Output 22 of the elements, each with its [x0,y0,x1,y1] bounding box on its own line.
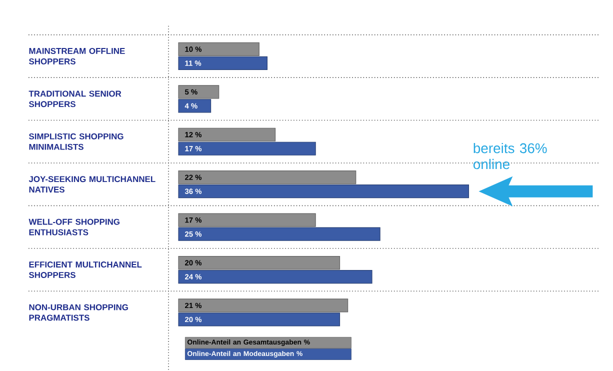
y-tick-label: JOY-SEEKING MULTICHANNEL NATIVES [28,176,156,193]
bar [178,56,268,70]
bar [178,128,276,142]
bar [178,42,260,56]
y-tick-label: WELL-OFF SHOPPING ENTHUSIASTS [28,218,120,236]
annotation: bereits 36% online [473,142,547,170]
y-tick-label: TRADITIONAL SENIOR SHOPPERS [28,90,122,108]
bar [178,142,316,156]
bar [178,99,212,113]
bar [178,227,380,241]
bar [178,298,348,312]
y-tick-label: MAINSTREAM OFFLINE SHOPPERS [28,48,125,64]
y-tick-label: SIMPLISTIC SHOPPING MINIMALISTS [28,133,124,150]
bar [178,312,340,326]
bar [178,270,372,284]
bar [178,170,356,184]
bar [178,85,220,99]
y-tick-label: EFFICIENT MULTICHANNEL SHOPPERS [28,262,142,278]
y-tick-label: NON-URBAN SHOPPING PRAGMATISTS [29,304,128,321]
bar [178,213,316,227]
bar [178,256,340,270]
bar [178,184,469,198]
